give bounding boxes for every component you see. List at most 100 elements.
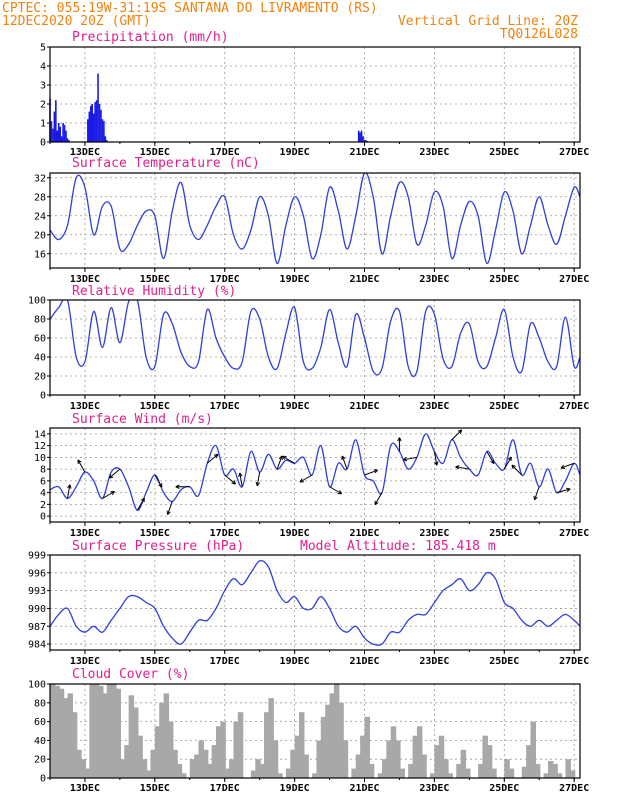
bar [377, 773, 384, 778]
bar [167, 721, 174, 778]
wind-arrow [329, 486, 342, 495]
x-tick-label: 23DEC [419, 528, 449, 539]
x-tick-label: 21DEC [349, 656, 379, 667]
bar [76, 749, 82, 778]
y-tick-label: 996 [28, 568, 46, 579]
bar [478, 763, 484, 778]
bar [362, 136, 364, 142]
bar [66, 138, 69, 142]
pressure-title: Surface Pressure (hPa) [72, 539, 244, 554]
bar [132, 707, 139, 778]
bar [504, 759, 510, 778]
y-tick-label: 993 [28, 586, 46, 597]
wind-arrow-head [402, 457, 408, 462]
y-tick-label: 12 [34, 441, 46, 452]
x-tick-label: 25DEC [489, 147, 519, 158]
bar [368, 763, 375, 778]
wind-arrow-head [374, 500, 379, 506]
x-tick-label: 21DEC [349, 783, 379, 794]
wind-arrow-head [560, 464, 566, 469]
bar [124, 745, 130, 778]
cloud-panel: 0 20 40 60 80 100 13DEC 15DEC 17DEC 19DEC 21DEC 23D… [28, 667, 589, 794]
wind-arrow-head [158, 483, 163, 488]
x-tick-label: 27DEC [559, 783, 589, 794]
x-tick-label: 19DEC [280, 401, 310, 412]
wind-arrow [239, 472, 243, 487]
header-grid-line: Vertical Grid Line: 20Z [398, 14, 578, 29]
bar [60, 136, 63, 142]
x-tick-label: 15DEC [140, 656, 170, 667]
x-tick-label: 17DEC [210, 528, 240, 539]
x-tick-label: 19DEC [280, 274, 310, 285]
bar [150, 749, 156, 778]
bar [105, 140, 108, 142]
bar [233, 721, 239, 778]
x-tick-label: 15DEC [140, 274, 170, 285]
bar [534, 763, 541, 778]
bar [552, 763, 558, 778]
bar [416, 726, 423, 778]
bar [146, 770, 152, 778]
bar [460, 749, 467, 778]
y-tick-label: 2 [40, 500, 46, 511]
x-tick-label: 25DEC [489, 528, 519, 539]
wind-arrow [102, 491, 115, 499]
wind-arrow-head [507, 456, 512, 462]
y-tick-label: 999 [28, 551, 46, 562]
bar [54, 685, 60, 778]
bar [381, 759, 388, 778]
wind-arrow [276, 455, 283, 470]
y-tick-label: 60 [34, 717, 46, 728]
x-tick-label: 15DEC [140, 783, 170, 794]
wind-arrow-head [213, 453, 219, 459]
x-tick-label: 13DEC [70, 656, 100, 667]
bar [438, 735, 445, 778]
y-tick-label: 1 [40, 119, 46, 130]
precip-panel: 0 1 2 3 4 5 13DEC 15DEC 17DEC 19DEC 21DEC 23DEC 25DE… [40, 30, 589, 158]
bar [412, 735, 419, 778]
x-tick-label: 27DEC [559, 528, 589, 539]
plot-frame [49, 683, 581, 779]
x-tick-label: 27DEC [559, 656, 589, 667]
wind-arrow [299, 474, 313, 483]
bar [434, 745, 440, 778]
bar [194, 754, 200, 778]
bar [59, 126, 61, 142]
wind-arrow [224, 474, 236, 485]
wind-arrow-head [341, 455, 346, 460]
x-tick-label: 15DEC [140, 147, 170, 158]
x-tick-label: 23DEC [419, 401, 449, 412]
y-tick-label: 987 [28, 622, 46, 633]
bar [303, 754, 309, 778]
bar [97, 73, 99, 142]
y-tick-label: 5 [40, 43, 46, 54]
bar [456, 763, 462, 778]
bar [364, 716, 371, 778]
bar [88, 111, 91, 142]
bar [386, 740, 392, 778]
bar [94, 102, 96, 142]
bar [202, 749, 209, 778]
bar [207, 763, 213, 778]
y-tick-label: 0 [40, 391, 46, 402]
wind-arrow [154, 474, 163, 488]
bar [390, 726, 397, 778]
wind-title: Surface Wind (m/s) [72, 412, 213, 427]
x-tick-label: 19DEC [280, 656, 310, 667]
bar [250, 770, 257, 778]
bar [316, 740, 322, 778]
bar [80, 759, 87, 778]
bar [198, 740, 205, 778]
y-tick-label: 0 [40, 774, 46, 785]
bar [50, 684, 56, 778]
x-tick-label: 13DEC [70, 147, 100, 158]
wind-arrow [66, 484, 71, 499]
x-tick-label: 19DEC [280, 528, 310, 539]
bar [320, 716, 327, 778]
wind-arrow [486, 451, 495, 464]
bar [360, 735, 366, 778]
wind-arrow [403, 456, 418, 461]
bar [363, 140, 366, 142]
y-tick-label: 14 [34, 429, 46, 440]
